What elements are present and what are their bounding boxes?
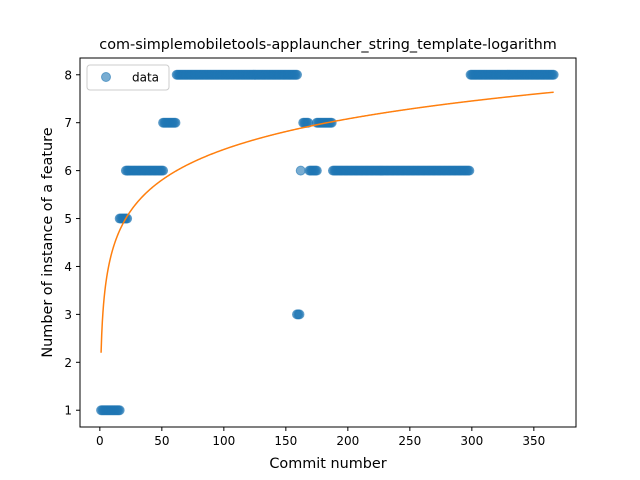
x-tick-label: 200 (336, 434, 359, 448)
x-tick-label: 100 (212, 434, 235, 448)
y-tick-label: 4 (64, 260, 72, 274)
fit-curve-layer (100, 91, 554, 353)
y-tick-label: 3 (64, 308, 72, 322)
y-tick-label: 1 (64, 404, 72, 418)
data-point (292, 69, 302, 80)
y-tick-label: 7 (64, 116, 72, 130)
data-point (158, 165, 169, 176)
chart-title: com-simplemobiletools-applauncher_string… (99, 37, 556, 53)
legend-marker-data (101, 72, 111, 82)
x-tick-label: 0 (96, 434, 104, 448)
legend-box (86, 64, 170, 91)
x-axis-ticks: 0 50 100 150 200 250 300 350 (96, 427, 545, 448)
data-point (114, 405, 125, 416)
data-point (311, 165, 322, 176)
y-axis-label: Number of instance of a feature (40, 127, 56, 357)
fit-curve (100, 91, 554, 353)
x-tick-label: 350 (522, 434, 545, 448)
data-point (464, 165, 475, 176)
data-points (96, 69, 559, 416)
y-tick-label: 6 (64, 164, 72, 178)
data-point (548, 69, 559, 80)
y-tick-label: 8 (64, 68, 72, 82)
y-axis-ticks: 1 2 3 4 5 6 7 8 (64, 68, 80, 418)
data-point (170, 117, 181, 128)
data-point (294, 309, 305, 320)
y-tick-label: 5 (64, 212, 72, 226)
legend-label-data: data (132, 71, 159, 85)
x-tick-label: 50 (154, 434, 169, 448)
data-point (295, 165, 306, 176)
x-tick-label: 300 (460, 434, 483, 448)
x-tick-label: 250 (398, 434, 421, 448)
plot-frame (79, 57, 577, 428)
x-axis-label: Commit number (269, 456, 386, 472)
x-tick-label: 150 (274, 434, 297, 448)
y-tick-label: 2 (64, 356, 72, 370)
legend: data (86, 64, 170, 91)
